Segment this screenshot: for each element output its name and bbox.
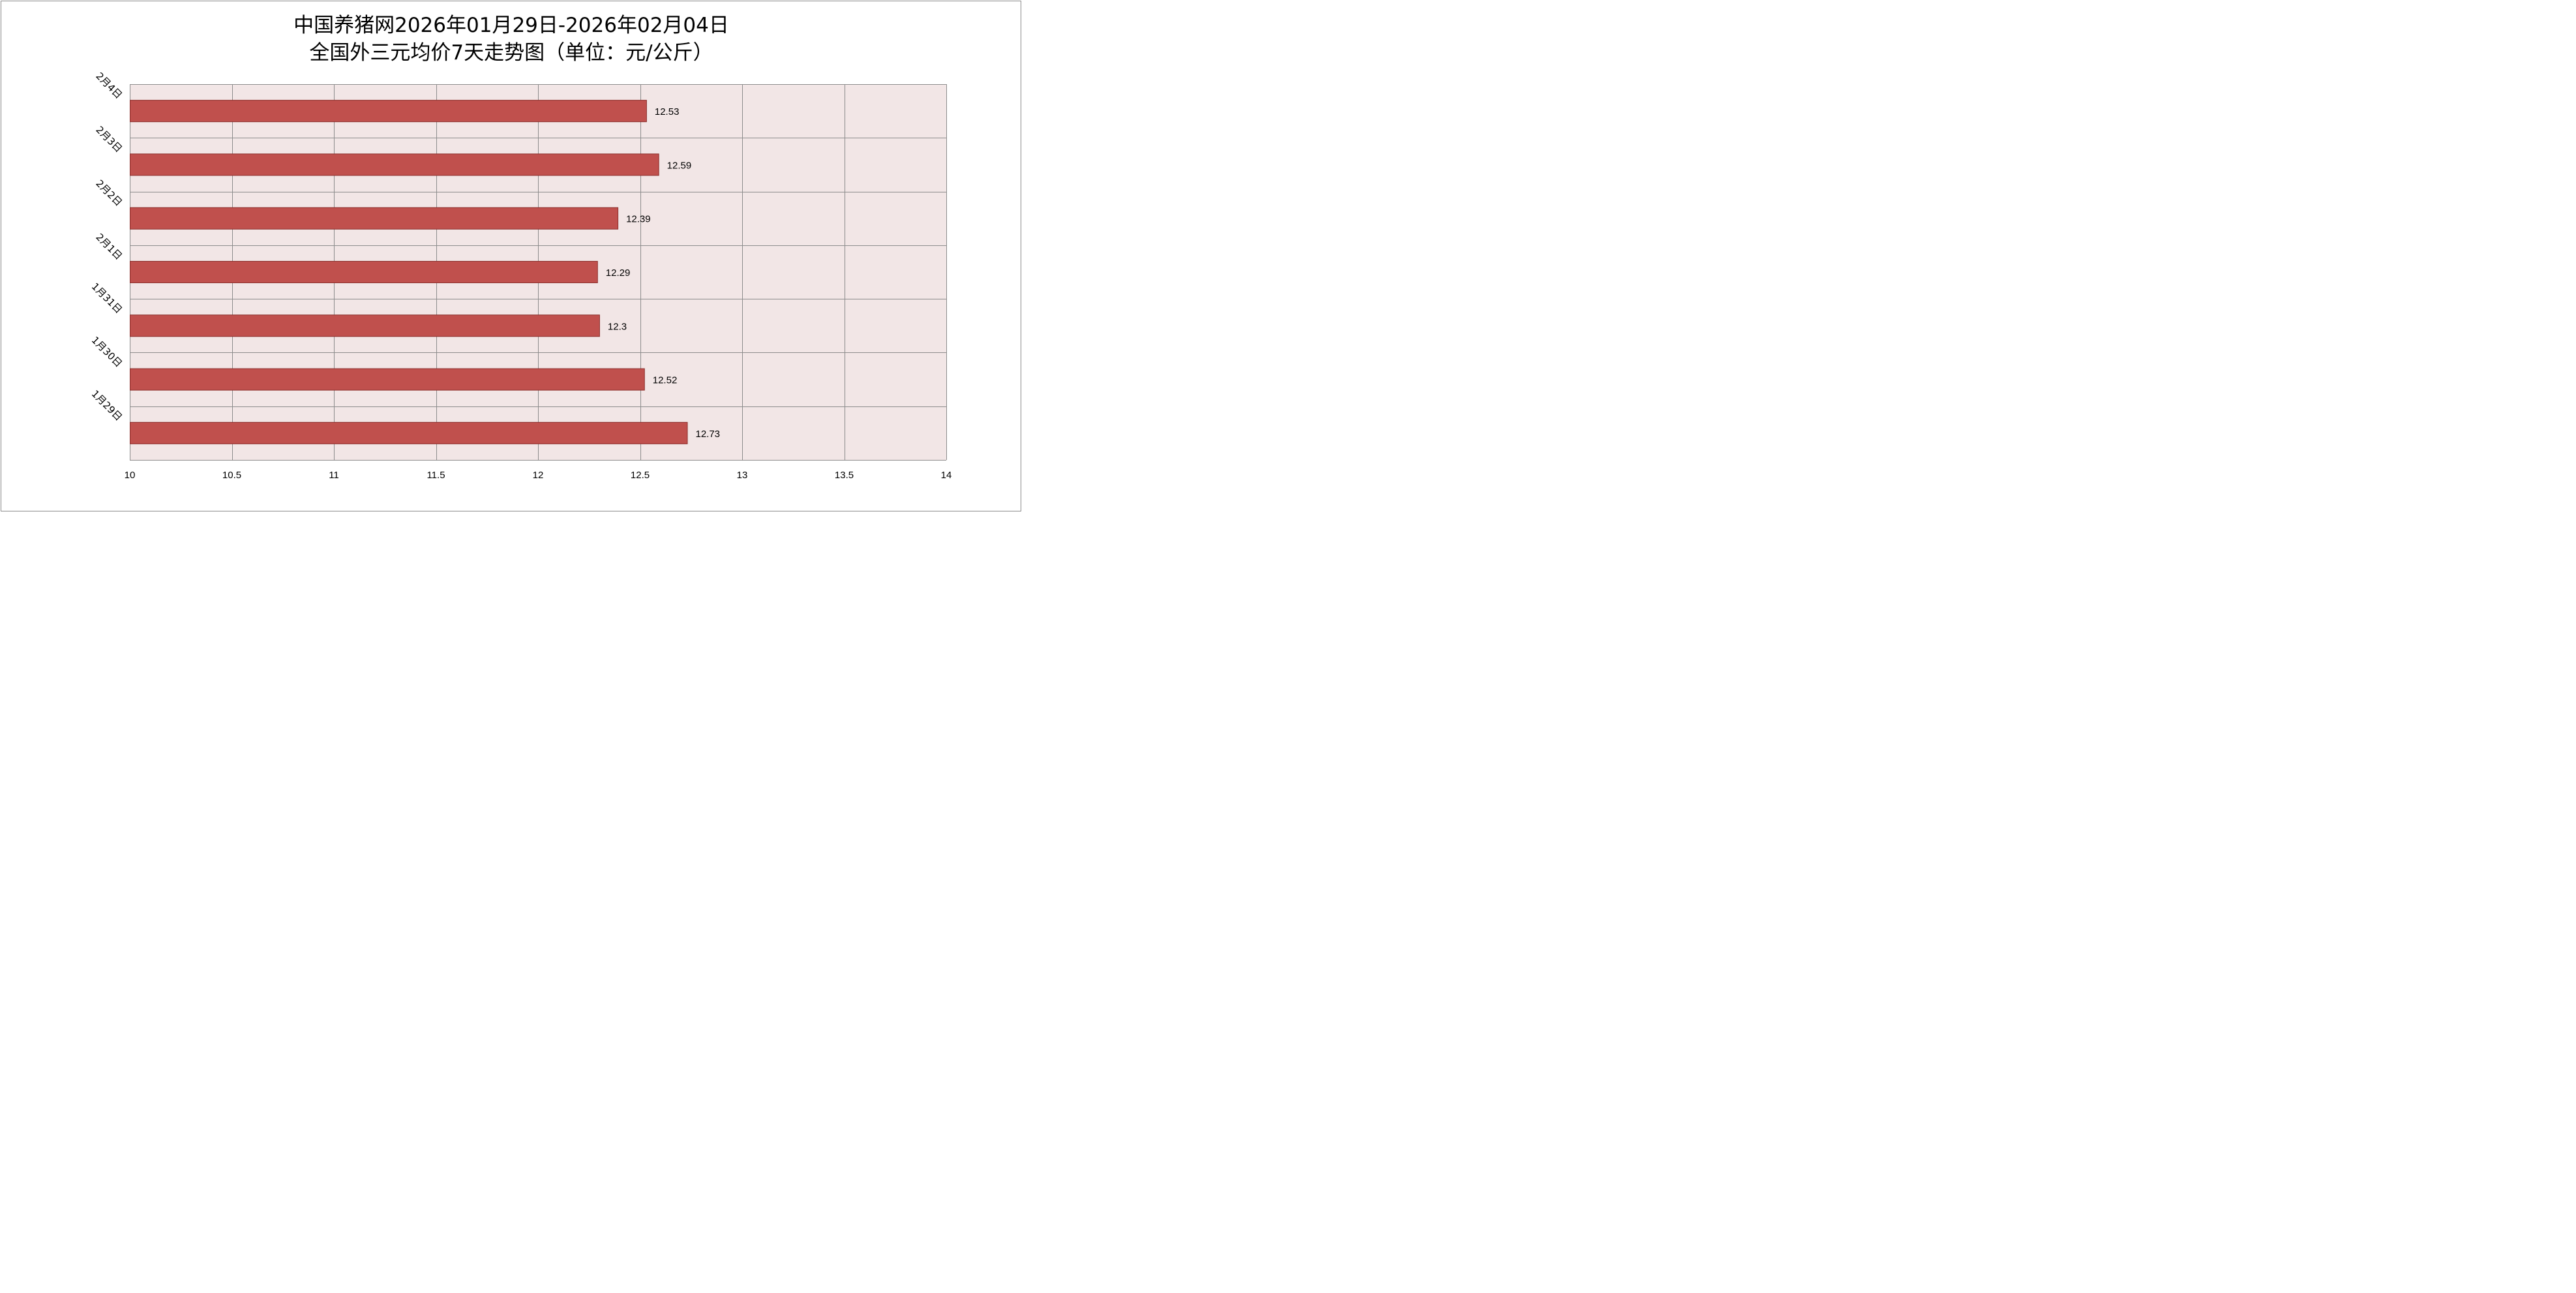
bar-value-label-3: 12.29 <box>606 267 631 279</box>
bar-value-label-2: 12.39 <box>626 214 651 225</box>
y-tick-label-6: 1月29日 <box>89 388 125 423</box>
bar-value-label-5: 12.52 <box>653 375 678 386</box>
y-tick-label-0: 2月4日 <box>93 70 124 101</box>
bar-4 <box>130 314 600 337</box>
y-tick-label-5: 1月30日 <box>89 334 125 369</box>
bar-6 <box>130 421 688 444</box>
y-tick-label-2: 2月2日 <box>93 177 124 208</box>
bar-chart: 12.53 12.59 12.39 12.29 12.3 12.52 12.73 10 10.… <box>89 70 952 481</box>
x-tick-label-3: 11.5 <box>427 470 445 481</box>
bar-3 <box>130 261 598 283</box>
bar-2 <box>130 207 619 230</box>
x-axis-ticks: 10 10.5 11 11.5 12 12.5 13 13.5 14 <box>125 470 952 481</box>
y-axis-ticks: 2月4日 2月3日 2月2日 2月1日 1月31日 1月30日 1月29日 <box>89 70 125 423</box>
data-labels: 12.53 12.59 12.39 12.29 12.3 12.52 12.73 <box>606 106 720 440</box>
y-tick-label-1: 2月3日 <box>93 124 124 155</box>
x-tick-label-6: 13 <box>737 470 748 481</box>
bars <box>130 100 688 444</box>
x-tick-label-8: 14 <box>941 470 952 481</box>
bar-0 <box>130 100 647 123</box>
bar-value-label-1: 12.59 <box>667 160 692 171</box>
x-tick-label-2: 11 <box>329 470 339 481</box>
chart-subtitle: 全国外三元均价7天走势图（单位：元/公斤） <box>309 41 713 65</box>
y-tick-label-3: 2月1日 <box>93 231 124 262</box>
x-tick-label-7: 13.5 <box>835 470 854 481</box>
bar-value-label-6: 12.73 <box>695 429 720 440</box>
bar-5 <box>130 368 645 391</box>
x-tick-label-1: 10.5 <box>222 470 241 481</box>
x-tick-label-5: 12.5 <box>631 470 650 481</box>
chart-title-block: 中国养猪网2026年01月29日-2026年02月04日 全国外三元均价7天走势… <box>0 12 1023 67</box>
x-tick-label-4: 12 <box>533 470 544 481</box>
x-tick-label-0: 10 <box>125 470 136 481</box>
chart-title: 中国养猪网2026年01月29日-2026年02月04日 <box>293 14 729 37</box>
y-tick-label-4: 1月31日 <box>89 281 125 316</box>
bar-1 <box>130 153 659 176</box>
bar-value-label-0: 12.53 <box>655 106 680 117</box>
bar-value-label-4: 12.3 <box>608 321 627 332</box>
